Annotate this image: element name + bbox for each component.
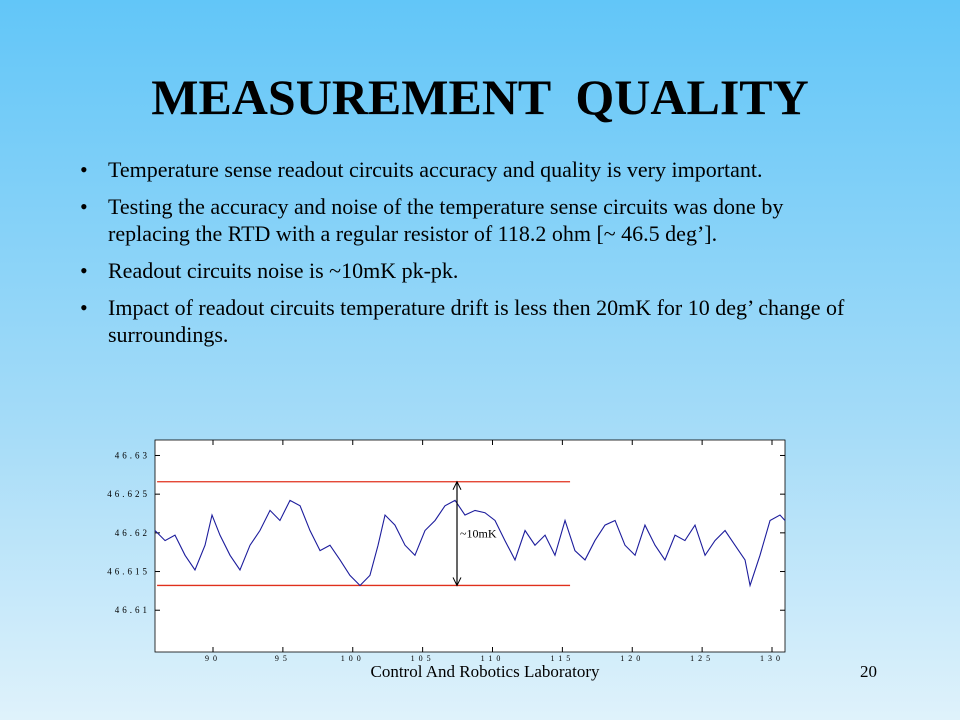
slide-title: MEASUREMENT QUALITY [151, 69, 809, 125]
y-tick-label: 46.62 [115, 528, 150, 538]
bullet: Readout circuits noise is ~10mK pk-pk. [80, 257, 850, 284]
data-line [154, 499, 786, 588]
x-tick-label: 130 [760, 654, 784, 663]
x-tick-label: 105 [411, 654, 435, 663]
y-tick-label: 46.615 [107, 567, 150, 577]
x-tick-label: 90 [205, 654, 221, 663]
x-tick-label: 115 [551, 654, 575, 663]
plot-area [154, 439, 786, 653]
footer: Control And Robotics Laboratory [370, 662, 600, 681]
x-tick-label: 100 [341, 654, 365, 663]
x-tick-label: 110 [481, 654, 505, 663]
annotation: ~10mK [460, 527, 497, 541]
y-tick-label: 46.63 [115, 450, 150, 460]
bullet: Temperature sense readout circuits accur… [80, 156, 850, 183]
bullet: Testing the accuracy and noise of the te… [80, 193, 850, 247]
arrow-head [452, 480, 462, 587]
x-tick-label: 95 [275, 654, 291, 663]
x-tick-label: 125 [690, 654, 714, 663]
y-tick-label: 46.61 [115, 605, 150, 615]
x-tick-label: 120 [620, 654, 644, 663]
y-tick-label: 46.625 [107, 489, 150, 499]
page-number: 20 [860, 662, 877, 681]
bullet: Impact of readout circuits temperature d… [80, 294, 850, 348]
bullet-list: Temperature sense readout circuits accur… [80, 156, 850, 358]
